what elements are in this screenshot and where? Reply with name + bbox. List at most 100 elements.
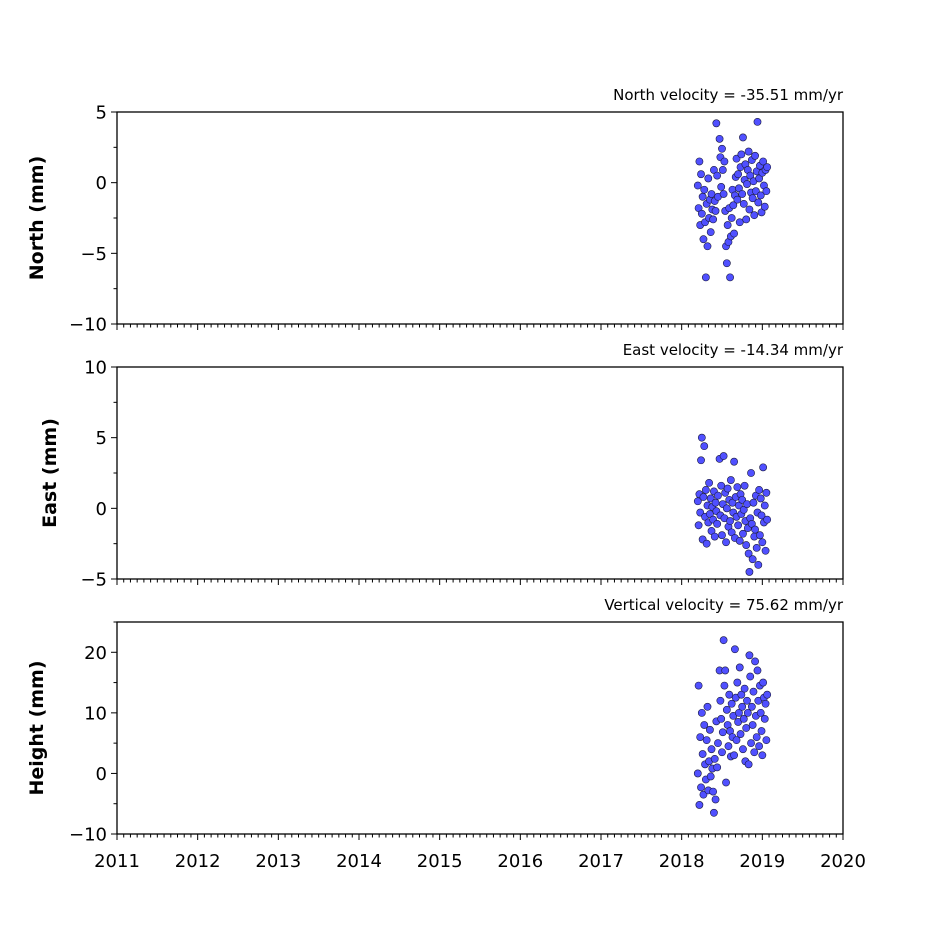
east-point: [762, 488, 771, 497]
north-point: [763, 163, 772, 172]
north-point: [754, 198, 763, 207]
east-y-tick-label: 10: [84, 358, 107, 379]
north-point: [762, 187, 771, 196]
height-point: [735, 708, 743, 717]
north-point: [700, 185, 709, 194]
east-point: [694, 521, 703, 530]
height-x-tick-label: 2019: [739, 851, 785, 872]
north-point: [756, 191, 765, 200]
east-velocity-label: East velocity = -14.34 mm/yr: [623, 341, 844, 359]
east-point: [699, 493, 708, 501]
north-y-tick-label: −5: [80, 244, 107, 265]
east-point: [733, 483, 742, 492]
height-point: [742, 724, 751, 732]
height-x-tick-label: 2020: [820, 851, 866, 872]
height-point: [693, 769, 702, 778]
height-point: [732, 736, 741, 745]
east-panel: 10 5 0 −5 East velocity = -14.34 mm/yr East…: [39, 341, 844, 591]
east-point: [742, 541, 751, 549]
height-x-tick-label: 2018: [659, 851, 705, 872]
height-point: [698, 750, 707, 758]
north-point: [713, 171, 722, 180]
north-point: [739, 133, 747, 142]
height-point: [711, 795, 720, 804]
east-point: [697, 456, 705, 465]
height-point: [710, 808, 718, 817]
east-y-tick-label: −5: [80, 570, 107, 591]
north-point: [704, 174, 713, 183]
height-y-tick-label: 20: [84, 643, 107, 664]
east-point: [755, 486, 764, 494]
height-x-tick-label: 2015: [417, 851, 463, 872]
north-point: [744, 147, 753, 156]
north-point: [751, 151, 759, 160]
east-point: [754, 560, 763, 569]
height-point: [763, 690, 772, 699]
north-point: [742, 215, 751, 224]
height-point: [760, 715, 769, 723]
north-point: [707, 190, 716, 198]
east-point: [747, 469, 755, 477]
north-point: [733, 195, 742, 204]
east-point: [702, 539, 711, 548]
north-point: [726, 273, 734, 282]
height-point: [757, 727, 766, 735]
north-point: [715, 134, 724, 143]
north-point: [753, 117, 762, 126]
north-point: [720, 157, 729, 166]
east-point: [726, 517, 734, 525]
east-point: [739, 529, 747, 538]
east-y-tick-label: 0: [96, 499, 107, 520]
height-point: [709, 787, 718, 796]
height-point: [746, 672, 755, 681]
height-point: [747, 702, 756, 711]
north-point: [701, 273, 710, 282]
height-point: [761, 699, 770, 708]
north-points: [693, 117, 772, 282]
height-point: [762, 736, 771, 745]
north-y-axis-label: North (mm): [26, 156, 48, 281]
height-x-tick-label: 2017: [578, 851, 624, 872]
east-point: [713, 519, 722, 528]
height-point: [739, 715, 748, 723]
east-point: [759, 463, 768, 472]
height-point: [720, 681, 729, 690]
east-point: [705, 478, 713, 487]
height-point: [722, 778, 730, 787]
height-point: [735, 663, 744, 672]
north-y-tick-label: −10: [69, 315, 107, 336]
height-point: [731, 645, 739, 654]
height-point: [748, 721, 757, 729]
east-point: [756, 531, 764, 540]
height-x-tick-label: 2012: [175, 851, 221, 872]
height-point: [749, 687, 758, 696]
north-point: [760, 202, 769, 211]
north-point: [738, 190, 747, 198]
height-x-tick-label: 2011: [94, 851, 140, 872]
east-point: [726, 476, 735, 484]
north-point: [745, 205, 754, 214]
north-point: [693, 181, 702, 190]
height-point: [697, 708, 706, 717]
height-point: [700, 721, 709, 729]
north-point: [734, 170, 743, 179]
height-point: [737, 690, 746, 699]
north-velocity-label: North velocity = -35.51 mm/yr: [613, 86, 844, 104]
height-velocity-label: Vertical velocity = 75.62 mm/yr: [604, 596, 844, 614]
height-y-axis-label: Height (mm): [26, 660, 48, 795]
height-point: [721, 666, 730, 675]
height-point: [706, 725, 714, 734]
height-point: [703, 702, 712, 711]
east-point: [723, 484, 732, 493]
height-point: [716, 696, 725, 705]
east-point: [735, 536, 744, 545]
height-point: [736, 730, 745, 738]
north-axes-frame: [116, 111, 844, 325]
north-y-tick-label: 5: [96, 103, 107, 124]
east-point: [743, 500, 751, 508]
height-point: [714, 739, 722, 748]
height-point: [759, 678, 768, 687]
east-points: [693, 433, 772, 576]
east-point: [730, 457, 738, 466]
